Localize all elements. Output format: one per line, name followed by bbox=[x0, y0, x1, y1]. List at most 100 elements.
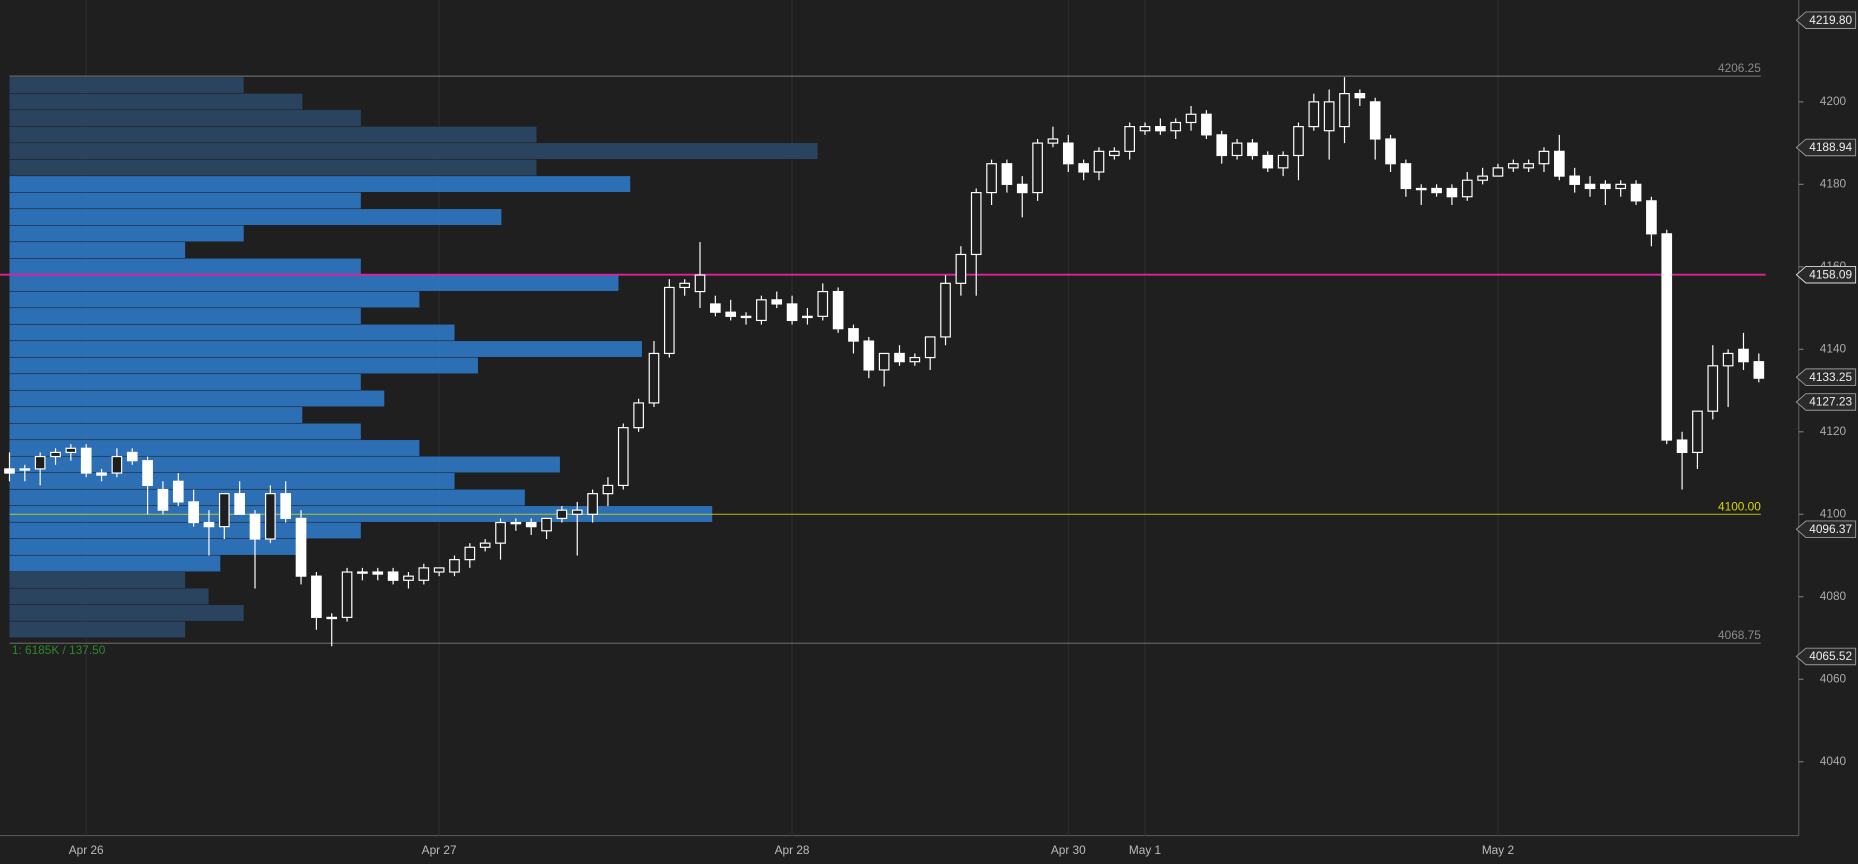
candle-body bbox=[1308, 101, 1320, 128]
candle-body bbox=[1738, 348, 1749, 363]
candle-body bbox=[878, 352, 890, 371]
candle-body bbox=[740, 315, 752, 319]
level-label: 4068.75 bbox=[1718, 628, 1761, 642]
y-tick-label: 4200 bbox=[1820, 94, 1847, 108]
candle-body bbox=[940, 282, 951, 338]
candle-body bbox=[403, 575, 414, 581]
candle-body bbox=[1707, 365, 1719, 412]
candle-body bbox=[894, 352, 905, 363]
profile-note: 1: 6185K / 137.50 bbox=[12, 643, 106, 657]
profile-bar bbox=[9, 291, 420, 308]
candle-body bbox=[50, 451, 61, 458]
candle-body bbox=[96, 472, 107, 476]
candle-body bbox=[188, 501, 199, 524]
profile-bar bbox=[9, 242, 186, 258]
y-tick-label: 4140 bbox=[1820, 341, 1847, 355]
candle-body bbox=[1339, 93, 1350, 128]
candle-body bbox=[725, 311, 737, 317]
profile-bar bbox=[9, 341, 642, 357]
candle-body bbox=[80, 447, 92, 474]
x-tick-label: May 2 bbox=[1482, 843, 1514, 857]
candle-body bbox=[1400, 163, 1412, 190]
profile-bar bbox=[9, 473, 455, 489]
candle-body bbox=[909, 356, 921, 363]
candle-body bbox=[1661, 233, 1673, 441]
candle-body bbox=[1538, 150, 1550, 165]
candle-body bbox=[1461, 179, 1473, 198]
candle-body bbox=[648, 352, 660, 404]
price-marker-label: 4127.23 bbox=[1809, 395, 1852, 409]
candle-body bbox=[986, 163, 997, 194]
candle-body bbox=[817, 290, 829, 317]
y-tick-label: 4080 bbox=[1820, 589, 1847, 603]
candle-body bbox=[1584, 183, 1596, 190]
profile-bar bbox=[9, 423, 361, 440]
candle-body bbox=[1646, 200, 1657, 235]
y-tick-label: 4180 bbox=[1820, 176, 1847, 190]
candle-body bbox=[1016, 183, 1028, 194]
candle-body bbox=[418, 567, 430, 581]
candle-body bbox=[924, 336, 936, 359]
profile-bar bbox=[9, 93, 303, 110]
profile-bar bbox=[9, 275, 619, 291]
profile-bar bbox=[9, 407, 303, 423]
y-tick-label: 4100 bbox=[1820, 506, 1847, 520]
profile-bar bbox=[9, 209, 502, 225]
candle-body bbox=[234, 493, 245, 515]
candle-body bbox=[1047, 138, 1059, 144]
candle-body bbox=[203, 521, 215, 528]
candle-body bbox=[541, 517, 552, 532]
price-marker bbox=[1795, 265, 1857, 284]
candle-body bbox=[372, 571, 384, 575]
candle-body bbox=[4, 468, 15, 474]
candle-body bbox=[1170, 121, 1182, 132]
candle-body bbox=[265, 493, 276, 540]
candle-body bbox=[1630, 183, 1642, 202]
price-marker-label: 4158.09 bbox=[1809, 267, 1852, 281]
profile-bar bbox=[9, 374, 361, 390]
candle-body bbox=[848, 328, 859, 342]
price-marker bbox=[1795, 647, 1857, 666]
candle-body bbox=[1139, 126, 1151, 132]
candle-body bbox=[1293, 126, 1304, 157]
candle-body bbox=[1108, 150, 1120, 157]
x-tick-label: Apr 28 bbox=[775, 843, 810, 857]
candle-body bbox=[633, 402, 644, 429]
level-label: 4206.25 bbox=[1718, 61, 1761, 75]
candle-body bbox=[1600, 183, 1611, 190]
candle-body bbox=[1262, 154, 1274, 169]
profile-bar bbox=[9, 225, 244, 242]
profile-bar bbox=[9, 110, 361, 127]
candle-body bbox=[1415, 187, 1427, 191]
candle-body bbox=[111, 455, 123, 474]
candle-body bbox=[387, 571, 399, 581]
candle-body bbox=[663, 286, 675, 355]
profile-bar bbox=[9, 572, 186, 588]
candle-body bbox=[65, 447, 77, 454]
candle-body bbox=[1001, 163, 1013, 185]
candle-body bbox=[1062, 142, 1074, 165]
candle-body bbox=[1446, 187, 1458, 198]
candle-body bbox=[1507, 163, 1519, 169]
candle-body bbox=[1185, 113, 1197, 124]
candle-body bbox=[1078, 163, 1089, 173]
candle-body bbox=[1477, 175, 1488, 181]
candle-body bbox=[157, 488, 169, 511]
price-marker-label: 4219.80 bbox=[1809, 13, 1852, 27]
candle-body bbox=[571, 509, 583, 515]
candle-body bbox=[1124, 126, 1136, 152]
candle-body bbox=[341, 571, 353, 618]
candle-body bbox=[311, 575, 322, 618]
price-marker-label: 4188.94 bbox=[1809, 140, 1852, 154]
price-marker-label: 4096.37 bbox=[1809, 522, 1852, 536]
candle-body bbox=[617, 427, 629, 487]
candle-body bbox=[1492, 167, 1504, 177]
y-tick-label: 4120 bbox=[1820, 424, 1847, 438]
candle-body bbox=[495, 521, 506, 544]
profile-bar bbox=[9, 324, 455, 341]
candle-body bbox=[970, 192, 982, 256]
y-tick-label: 4060 bbox=[1820, 671, 1847, 685]
candle-body bbox=[142, 460, 153, 487]
candle-body bbox=[786, 303, 798, 322]
